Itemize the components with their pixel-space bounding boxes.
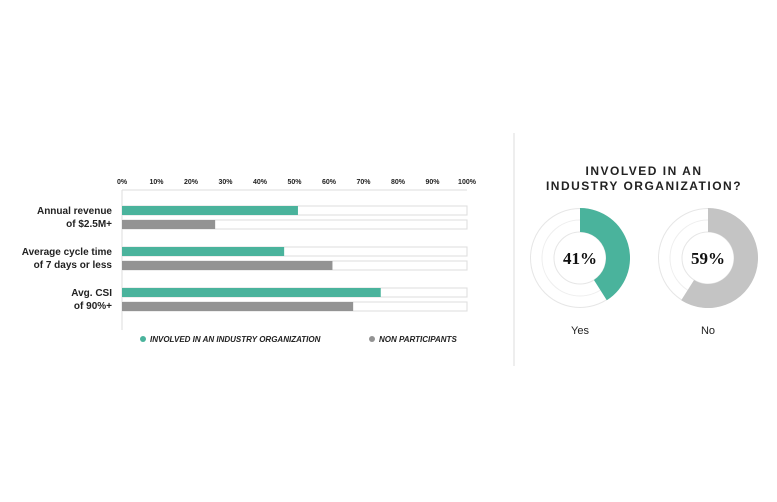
category-label: Avg. CSI: [71, 288, 112, 299]
bar-non-participants: [122, 302, 354, 311]
x-tick-label: 50%: [287, 179, 302, 186]
donut-title: INDUSTRY ORGANIZATION?: [546, 179, 742, 193]
donut-title: INVOLVED IN AN: [585, 164, 702, 178]
x-tick-label: 0%: [117, 179, 128, 186]
category-label: of $2.5M+: [66, 219, 112, 230]
bar-non-participants: [122, 220, 216, 229]
bar-non-participants: [122, 261, 333, 270]
category-label: Average cycle time: [22, 247, 113, 258]
legend-label-involved: INVOLVED IN AN INDUSTRY ORGANIZATION: [150, 335, 321, 344]
legend-marker-non-participants: [369, 336, 375, 342]
legend-marker-involved: [140, 336, 146, 342]
bar-involved: [122, 206, 298, 215]
donut-percent: 41%: [563, 249, 597, 268]
x-tick-label: 80%: [391, 179, 406, 186]
donut-slice-yes: [580, 208, 630, 301]
bar-involved: [122, 288, 381, 297]
legend-label-non-participants: NON PARTICIPANTS: [379, 335, 457, 344]
x-tick-label: 30%: [218, 179, 233, 186]
bar-involved: [122, 247, 285, 256]
donut-label: No: [701, 325, 715, 337]
donut-percent: 59%: [691, 249, 725, 268]
donut-slice-no: [681, 208, 758, 308]
category-label: of 7 days or less: [34, 260, 113, 271]
donut-label: Yes: [571, 325, 589, 337]
x-tick-label: 40%: [253, 179, 268, 186]
x-tick-label: 20%: [184, 179, 199, 186]
x-tick-label: 60%: [322, 179, 337, 186]
x-tick-label: 100%: [458, 179, 477, 186]
x-tick-label: 10%: [149, 179, 164, 186]
x-tick-label: 90%: [425, 179, 440, 186]
x-tick-label: 70%: [356, 179, 371, 186]
category-label: Annual revenue: [37, 206, 112, 217]
category-label: of 90%+: [74, 301, 112, 312]
